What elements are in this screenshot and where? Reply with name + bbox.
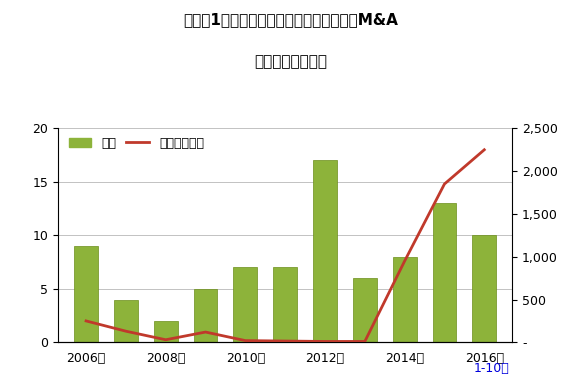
Bar xyxy=(154,321,178,342)
Bar xyxy=(432,203,456,342)
Bar xyxy=(353,278,377,342)
Text: 1-10月: 1-10月 xyxy=(474,363,509,375)
Bar xyxy=(194,289,218,342)
Bar xyxy=(114,300,138,342)
Bar xyxy=(393,257,417,342)
Bar xyxy=(273,268,297,342)
Bar xyxy=(74,246,98,342)
Legend: 件数, 金額（億円）: 件数, 金額（億円） xyxy=(69,137,204,150)
Bar xyxy=(233,268,257,342)
Text: 》図表1》　コンビニエンスストア業界のM&A: 》図表1》 コンビニエンスストア業界のM&A xyxy=(183,12,399,27)
Bar xyxy=(313,161,337,342)
Text: 件数と金額の推移: 件数と金額の推移 xyxy=(254,54,328,70)
Bar xyxy=(473,235,496,342)
